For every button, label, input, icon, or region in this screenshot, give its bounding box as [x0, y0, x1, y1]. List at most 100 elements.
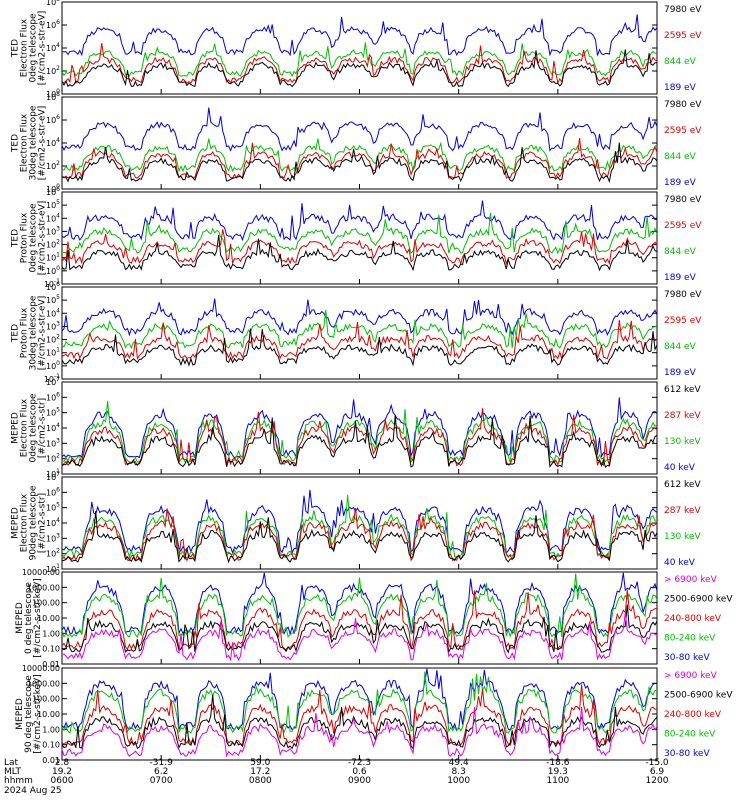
channel-label: > 6900 keV [664, 575, 718, 585]
y-tick-label: 102 [46, 453, 60, 464]
y-tick-label: 0.01 [42, 756, 60, 765]
y-tick-label: 106 [46, 186, 60, 197]
channel-label: 30-80 keV [664, 653, 710, 663]
y-axis-label: MEPEDElectron Flux90deg telescope[#/cm2-… [11, 485, 48, 560]
panel-frame [61, 1, 658, 95]
x-tick-label-hhmm: 0700 [150, 776, 173, 786]
series-844-ev [62, 212, 658, 255]
panel-3: 10-1 100 101 102 103 104 105 106 TEDProton Flux0… [11, 186, 703, 289]
channel-label: 844 eV [664, 57, 697, 67]
panel-frame [61, 571, 658, 665]
y-tick-label: 100 [46, 265, 60, 276]
x-tick-label-lat: 2.8 [55, 758, 70, 768]
y-tick-label: 10000.00 [22, 664, 60, 673]
series-2595-ev [61, 229, 658, 266]
series-189-ev [61, 298, 658, 337]
y-tick-label: 100.00 [32, 695, 60, 704]
series-612-kev [61, 415, 658, 468]
y-tick-label: 10-1 [44, 373, 60, 384]
series-130-kev [61, 400, 658, 465]
y-tick-label: 107 [46, 376, 60, 387]
channel-label: 287 keV [664, 411, 701, 421]
y-tick-label: 102 [46, 548, 60, 559]
y-tick-label: 108 [46, 91, 60, 102]
panel-2: 100 102 104 106 108 TEDElectron Flux30deg tel… [11, 91, 703, 194]
y-tick-label: 1.00 [42, 629, 60, 638]
y-tick-label: 0.10 [42, 645, 60, 654]
channel-label: 240-800 keV [664, 710, 722, 720]
channel-label: 189 eV [664, 178, 697, 188]
y-tick-label: 100 [46, 183, 60, 194]
x-tick-label-mlt: 19.2 [52, 767, 72, 777]
y-tick-label: 100 [46, 360, 60, 371]
x-tick-label-mlt: 8.3 [452, 767, 466, 777]
x-tick-label-hhmm: 1200 [646, 776, 669, 786]
series-7980-ev [61, 328, 658, 367]
y-tick-label: 104 [46, 307, 60, 318]
panel-frame [61, 191, 658, 285]
series-240-800-kev [61, 684, 658, 747]
x-tick-label-lat: -72.3 [348, 758, 371, 768]
series-189-ev [61, 14, 658, 57]
date-label: 2024 Aug 25 [4, 786, 62, 796]
series-7980-ev [61, 142, 658, 184]
series--6900-kev [61, 706, 658, 758]
channel-label: 7980 eV [664, 5, 702, 15]
series-189-ev [61, 200, 658, 242]
y-tick-label: 10-1 [44, 278, 60, 289]
x-tick-label-hhmm: 0900 [348, 776, 371, 786]
series-2595-ev [61, 138, 658, 179]
x-row-label: Lat [4, 758, 19, 768]
x-tick-label-lat: -18.6 [546, 758, 570, 768]
channel-label: 2595 eV [664, 221, 702, 231]
channel-label: 612 keV [664, 385, 701, 395]
x-tick-label-mlt: 19.3 [548, 767, 568, 777]
y-tick-label: 105 [46, 502, 60, 513]
panel-7: 0.01 0.10 1.00 10.00 100.00 1000.00 10000.00ME… [15, 568, 733, 669]
x-tick-label-lat: 59.0 [250, 758, 270, 768]
y-axis-label: TEDElectron Flux30deg telescope[#/cm2-s-… [11, 105, 48, 180]
y-tick-label: 1.00 [42, 725, 60, 734]
y-tick-label: 106 [46, 281, 60, 292]
panel-frame [61, 381, 658, 475]
series-2500-6900-kev [61, 694, 658, 750]
channel-label: 844 eV [664, 342, 697, 352]
y-tick-label: 101 [46, 468, 60, 479]
channel-label: 2595 eV [664, 31, 702, 41]
channel-label: 189 eV [664, 83, 697, 93]
y-tick-label: 104 [46, 42, 60, 53]
y-tick-label: 101 [46, 252, 60, 263]
y-tick-label: 108 [46, 0, 60, 7]
y-tick-label: 104 [46, 517, 60, 528]
y-tick-label: 105 [46, 407, 60, 418]
channel-label: 189 eV [664, 273, 697, 283]
series-30-80-kev [61, 668, 658, 731]
x-tick-label-mlt: 6.9 [650, 767, 665, 777]
series-7980-ev [61, 49, 657, 88]
series-40-kev [61, 489, 658, 555]
series-189-ev [61, 107, 658, 152]
y-tick-label: 1000.00 [27, 583, 60, 592]
y-tick-label: 104 [46, 422, 60, 433]
panel-4: 10-1 100 101 102 103 104 105 106 TEDProton Flux3… [11, 281, 703, 384]
series-7980-ev [61, 235, 658, 272]
panel-frame [61, 476, 658, 570]
y-axis-label: TEDProton Flux0deg telescope[#/cm2-s-str… [11, 201, 48, 276]
y-tick-label: 0.01 [42, 660, 60, 669]
channel-label: 40 keV [664, 558, 696, 568]
channel-label: 80-240 keV [664, 634, 716, 644]
y-tick-label: 102 [46, 334, 60, 345]
y-axis-label: TEDProton Flux30deg telescope[#/cm2-s-st… [11, 295, 48, 370]
channel-label: 40 keV [664, 463, 696, 473]
channel-label: 844 eV [664, 152, 697, 162]
y-tick-label: 104 [46, 212, 60, 223]
panel-frame [61, 667, 658, 761]
panel-1: 100 102 104 106 108 TEDElectron Flux0deg tele… [11, 0, 703, 99]
y-tick-label: 102 [46, 65, 60, 76]
y-tick-label: 101 [46, 563, 60, 574]
y-tick-label: 105 [46, 199, 60, 210]
y-tick-label: 106 [46, 486, 60, 497]
y-tick-label: 10.00 [37, 614, 60, 623]
y-tick-label: 103 [46, 225, 60, 236]
